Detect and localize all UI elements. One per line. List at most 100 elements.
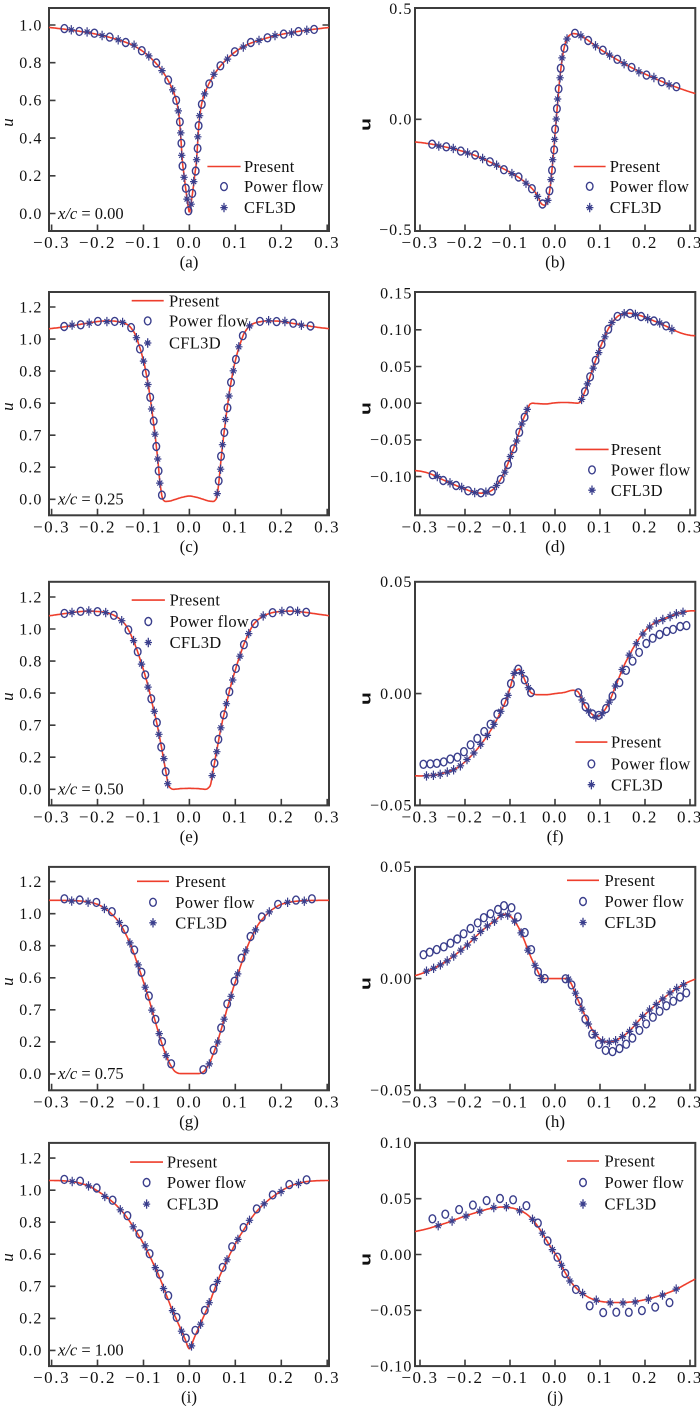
svg-text:0.2: 0.2: [268, 807, 294, 826]
svg-text:x/c = 0.50: x/c = 0.50: [57, 780, 124, 799]
svg-text:−0.2: −0.2: [446, 1368, 483, 1387]
svg-text:−0.1: −0.1: [491, 807, 528, 826]
svg-text:Present: Present: [167, 1153, 218, 1172]
svg-text:1.2: 1.2: [19, 299, 42, 316]
svg-text:(a): (a): [180, 253, 199, 272]
svg-text:0.2: 0.2: [268, 1092, 294, 1111]
svg-text:0.3: 0.3: [677, 1368, 700, 1387]
svg-text:x/c = 0.00: x/c = 0.00: [57, 204, 124, 223]
svg-text:0.2: 0.2: [632, 517, 658, 536]
svg-text:0.1: 0.1: [587, 1092, 613, 1111]
svg-text:0.1: 0.1: [587, 233, 613, 252]
svg-text:0.1: 0.1: [587, 807, 613, 826]
svg-text:Power flow: Power flow: [605, 892, 685, 911]
svg-text:0.00: 0.00: [380, 971, 412, 988]
svg-text:0.6: 0.6: [19, 1247, 42, 1264]
svg-text:0.2: 0.2: [632, 233, 658, 252]
svg-text:CFL3D: CFL3D: [244, 198, 296, 217]
svg-text:Present: Present: [605, 1152, 656, 1171]
svg-text:CFL3D: CFL3D: [610, 198, 662, 217]
svg-text:0.15: 0.15: [380, 285, 412, 302]
svg-text:x/c = 0.25: x/c = 0.25: [57, 490, 124, 509]
svg-text:u: u: [357, 977, 374, 990]
svg-text:0.3: 0.3: [314, 233, 340, 252]
svg-text:0.00: 0.00: [380, 686, 412, 703]
svg-text:−0.3: −0.3: [33, 807, 70, 826]
svg-text:0.0: 0.0: [19, 782, 42, 799]
svg-text:1.0: 1.0: [19, 17, 42, 34]
svg-text:−0.1: −0.1: [125, 1368, 162, 1387]
svg-text:0.05: 0.05: [380, 859, 412, 876]
svg-text:1.0: 1.0: [19, 621, 42, 638]
svg-text:(b): (b): [545, 253, 565, 272]
svg-text:0.2: 0.2: [268, 517, 294, 536]
svg-text:0.3: 0.3: [677, 233, 700, 252]
svg-text:−0.3: −0.3: [33, 233, 70, 252]
svg-text:u: u: [0, 1253, 17, 1262]
svg-text:CFL3D: CFL3D: [611, 775, 663, 794]
svg-text:−0.05: −0.05: [370, 432, 413, 449]
svg-text:−0.2: −0.2: [79, 1092, 116, 1111]
svg-text:1.2: 1.2: [19, 1150, 42, 1167]
svg-text:Present: Present: [170, 591, 221, 610]
svg-text:0.2: 0.2: [19, 460, 42, 477]
svg-text:(h): (h): [545, 1112, 565, 1131]
svg-text:0.2: 0.2: [19, 1311, 42, 1328]
svg-text:0.0: 0.0: [19, 1066, 42, 1083]
svg-text:CFL3D: CFL3D: [611, 481, 663, 500]
svg-text:u: u: [0, 692, 17, 701]
svg-text:u: u: [357, 692, 374, 705]
svg-text:1.2: 1.2: [19, 874, 42, 891]
svg-text:u: u: [0, 977, 17, 986]
svg-text:0.2: 0.2: [19, 168, 42, 185]
svg-text:−0.05: −0.05: [370, 798, 413, 815]
svg-text:0.3: 0.3: [314, 1092, 340, 1111]
svg-text:0.6: 0.6: [19, 396, 42, 413]
svg-text:0.7: 0.7: [19, 1002, 42, 1019]
svg-text:−0.3: −0.3: [401, 517, 438, 536]
svg-text:−0.05: −0.05: [370, 1083, 413, 1100]
svg-text:0.0: 0.0: [176, 807, 202, 826]
svg-text:0.2: 0.2: [632, 1368, 658, 1387]
svg-text:Present: Present: [169, 291, 220, 310]
svg-text:0.00: 0.00: [380, 1247, 412, 1264]
svg-text:−0.3: −0.3: [33, 1368, 70, 1387]
svg-text:0.0: 0.0: [176, 233, 202, 252]
svg-text:0.1: 0.1: [587, 517, 613, 536]
svg-text:(j): (j): [547, 1388, 563, 1407]
svg-text:0.5: 0.5: [389, 1, 412, 18]
svg-text:−0.1: −0.1: [491, 1092, 528, 1111]
svg-text:−0.3: −0.3: [33, 1092, 70, 1111]
svg-text:−0.1: −0.1: [491, 517, 528, 536]
svg-text:−0.10: −0.10: [370, 1358, 413, 1375]
svg-text:(f): (f): [547, 827, 564, 846]
svg-text:0.2: 0.2: [19, 750, 42, 767]
svg-text:−0.5: −0.5: [379, 222, 412, 239]
svg-text:−0.2: −0.2: [79, 807, 116, 826]
svg-text:CFL3D: CFL3D: [605, 1195, 657, 1214]
svg-text:0.8: 0.8: [19, 1215, 42, 1232]
svg-text:0.6: 0.6: [19, 93, 42, 110]
svg-text:0.1: 0.1: [222, 517, 248, 536]
svg-text:−0.1: −0.1: [125, 807, 162, 826]
svg-text:0.0: 0.0: [389, 112, 412, 129]
svg-text:1.2: 1.2: [19, 589, 42, 606]
svg-text:0.00: 0.00: [380, 396, 412, 413]
svg-text:Power flow: Power flow: [169, 312, 249, 331]
svg-text:0.1: 0.1: [222, 1368, 248, 1387]
svg-text:CFL3D: CFL3D: [605, 913, 657, 932]
svg-text:−0.2: −0.2: [446, 807, 483, 826]
svg-text:Present: Present: [611, 733, 662, 752]
svg-text:(e): (e): [180, 827, 199, 846]
svg-text:0.10: 0.10: [380, 322, 412, 339]
svg-text:−0.3: −0.3: [401, 1368, 438, 1387]
svg-text:−0.2: −0.2: [446, 517, 483, 536]
svg-text:(d): (d): [545, 537, 565, 556]
svg-text:CFL3D: CFL3D: [169, 334, 221, 353]
svg-text:0.8: 0.8: [19, 55, 42, 72]
svg-text:0.0: 0.0: [542, 1092, 568, 1111]
svg-text:0.0: 0.0: [542, 233, 568, 252]
svg-text:CFL3D: CFL3D: [170, 633, 222, 652]
svg-text:0.1: 0.1: [222, 1092, 248, 1111]
svg-text:0.0: 0.0: [542, 517, 568, 536]
